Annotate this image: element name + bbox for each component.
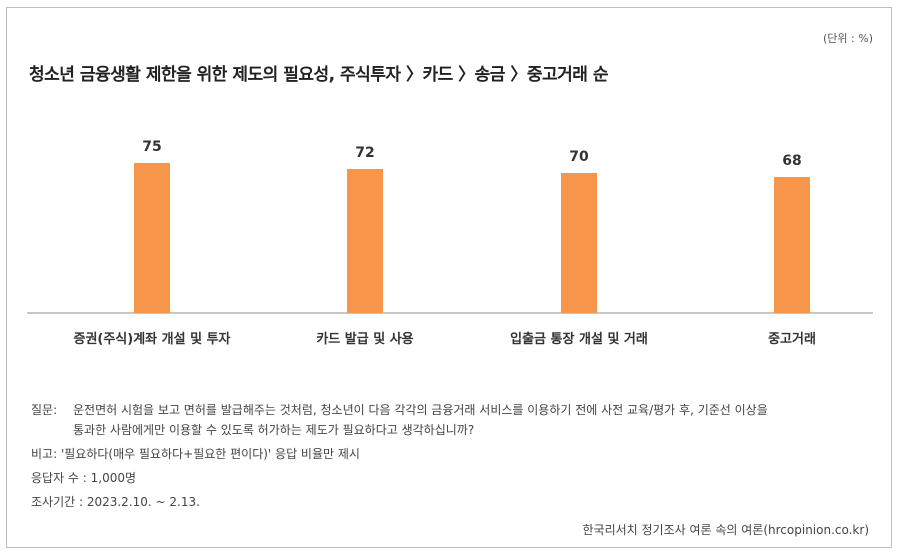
unit-label: (단위 : %) bbox=[823, 32, 873, 45]
bar-1 bbox=[134, 163, 170, 313]
question-line-2: 통과한 사람에게만 이용할 수 있도록 허가하는 제도가 필요하다고 생각하십니… bbox=[73, 423, 475, 437]
category-label-1: 증권(주식)계좌 개설 및 투자 bbox=[73, 331, 230, 347]
bar-value-label-3: 70 bbox=[569, 149, 589, 165]
bar-value-label-4: 68 bbox=[782, 153, 801, 169]
bar-chart: 75 증권(주식)계좌 개설 및 투자 72 카드 발급 및 사용 70 입출금 통장 개… bbox=[27, 139, 873, 347]
bar-value-label-2: 72 bbox=[355, 145, 374, 161]
bar-4 bbox=[774, 177, 810, 313]
category-label-2: 카드 발급 및 사용 bbox=[316, 331, 413, 347]
question-label: 질문: bbox=[31, 403, 58, 417]
bar-3 bbox=[561, 173, 597, 313]
chart-card: (단위 : %) 청소년 금융생활 제한을 위한 제도의 필요성, 주식투자 〉… bbox=[6, 7, 892, 548]
source-credit: 한국리서치 정기조사 여론 속의 여론(hrcopinion.co.kr) bbox=[582, 523, 869, 537]
chart-title: 청소년 금융생활 제한을 위한 제도의 필요성, 주식투자 〉카드 〉송금 〉중… bbox=[29, 65, 608, 85]
survey-notes: 질문: 운전면허 시험을 보고 면허를 발급해주는 것처럼, 청소년이 다음 각… bbox=[31, 400, 881, 512]
period-note: 조사기간 : 2023.2.10. ~ 2.13. bbox=[31, 495, 200, 509]
remark-note: 비고: '필요하다(매우 필요하다+필요한 편이다)' 응답 비율만 제시 bbox=[31, 447, 360, 461]
category-label-3: 입출금 통장 개설 및 거래 bbox=[510, 331, 648, 347]
question-row: 질문: 운전면허 시험을 보고 면허를 발급해주는 것처럼, 청소년이 다음 각… bbox=[31, 400, 881, 440]
category-label-4: 중고거래 bbox=[768, 332, 816, 347]
question-line-1: 운전면허 시험을 보고 면허를 발급해주는 것처럼, 청소년이 다음 각각의 금… bbox=[73, 403, 768, 417]
respondents-note: 응답자 수 : 1,000명 bbox=[31, 471, 137, 485]
bar-2 bbox=[347, 169, 383, 313]
bar-value-label-1: 75 bbox=[142, 139, 161, 155]
question-text: 운전면허 시험을 보고 면허를 발급해주는 것처럼, 청소년이 다음 각각의 금… bbox=[73, 400, 881, 440]
